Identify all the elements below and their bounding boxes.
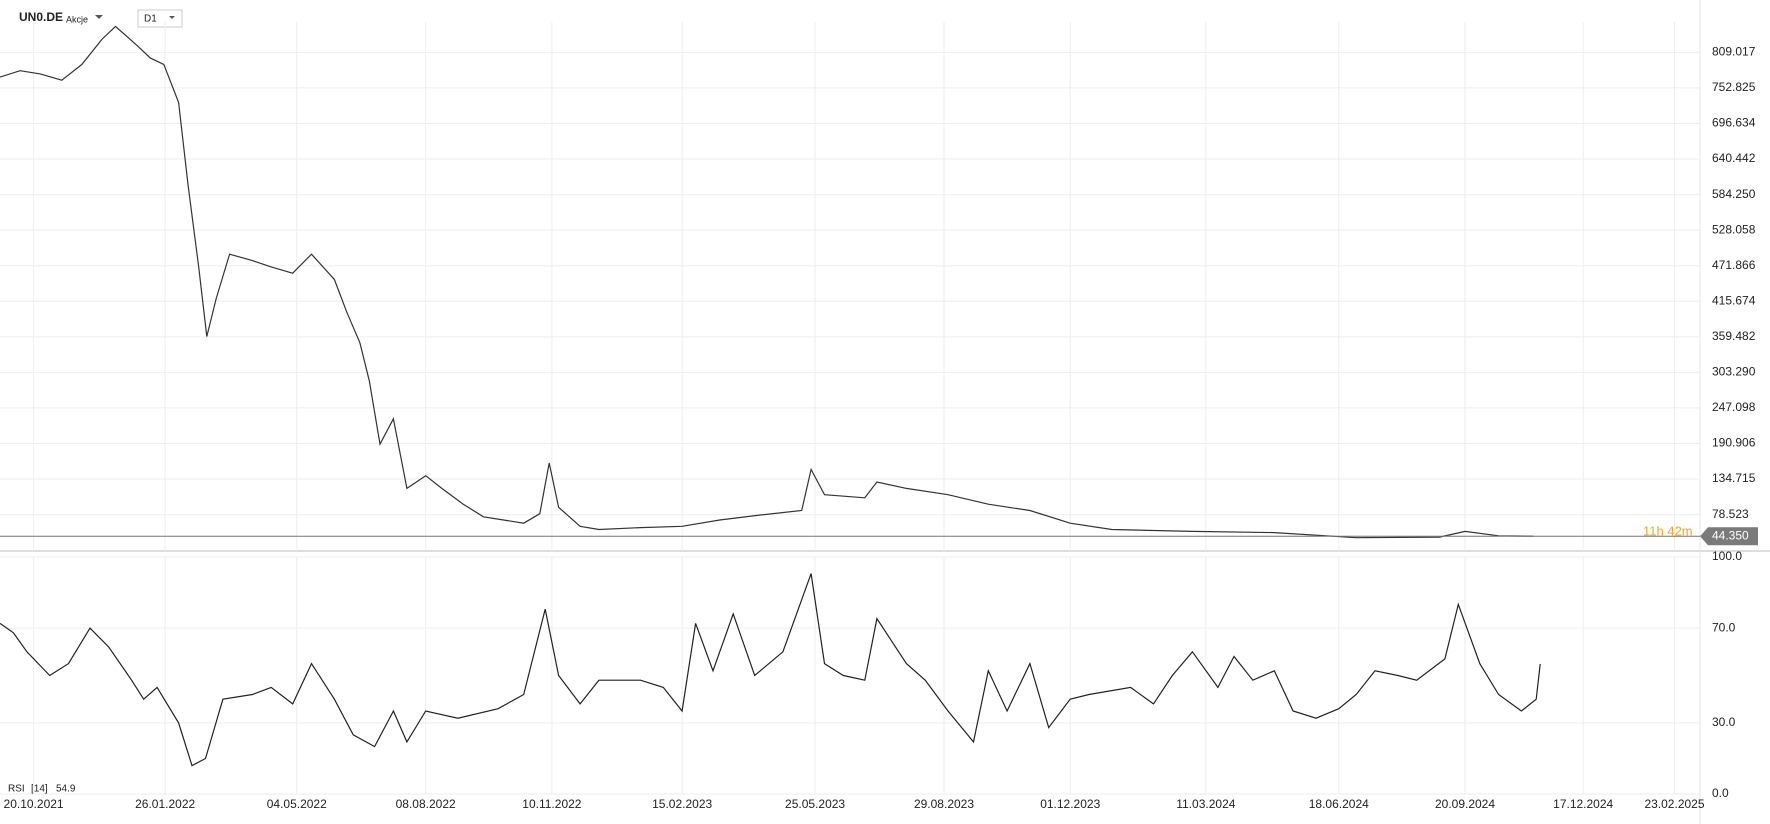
x-tick-label: 26.01.2022 [135,797,195,811]
price-line [0,25,1534,539]
symbol-dropdown[interactable] [95,15,103,19]
y-tick-label: 809.017 [1712,45,1756,59]
y-tick-label: 359.482 [1712,329,1756,343]
y-tick-label: 247.098 [1712,400,1756,414]
y-tick-label: 696.634 [1712,116,1756,130]
x-tick-label: 29.08.2023 [914,797,974,811]
countdown: 11h 42m [1643,524,1693,539]
y-tick-label: 0.0 [1712,786,1729,800]
y-tick-label: 528.058 [1712,222,1756,236]
rsi-value: 54.9 [56,784,76,795]
x-tick-label: 18.06.2024 [1309,797,1369,811]
current-price-badge [1700,527,1758,546]
y-tick-label: 190.906 [1712,436,1756,450]
x-tick-label: 04.05.2022 [267,797,327,811]
x-tick-label: 10.11.2022 [522,797,581,811]
y-tick-label: 471.866 [1712,258,1756,272]
x-tick-label: 08.08.2022 [396,797,456,811]
x-tick-label: 23.02.2025 [1644,797,1704,811]
timeframe[interactable]: D1 [144,14,157,25]
y-tick-label: 30.0 [1712,715,1736,729]
rsi-period: [14] [31,784,48,795]
x-tick-label: 15.02.2023 [652,797,712,811]
x-tick-label: 01.12.2023 [1040,797,1100,811]
y-tick-label: 78.523 [1712,507,1749,521]
y-tick-label: 70.0 [1712,620,1736,634]
timeframe-select[interactable] [137,9,183,28]
x-tick-label: 20.09.2024 [1435,797,1495,811]
y-tick-label: 134.715 [1712,471,1756,485]
instrument-type: Akcje [66,14,88,24]
y-tick-label: 752.825 [1712,80,1756,94]
rsi-name: RSI [8,784,25,795]
y-tick-label: 415.674 [1712,293,1756,307]
x-tick-label: 11.03.2024 [1176,797,1235,811]
price-line [0,573,1541,767]
x-tick-label: 25.05.2023 [785,797,845,811]
symbol[interactable]: UN0.DE [19,10,63,24]
x-tick-label: 17.12.2024 [1553,797,1613,811]
y-tick-label: 584.250 [1712,187,1756,201]
x-tick-label: 20.10.2021 [4,797,64,811]
y-tick-label: 640.442 [1712,151,1756,165]
y-tick-label: 303.290 [1712,365,1756,379]
timeframe-arrow [169,16,175,19]
current-price-label: 44.350 [1712,528,1749,542]
y-tick-label: 100.0 [1712,549,1742,563]
